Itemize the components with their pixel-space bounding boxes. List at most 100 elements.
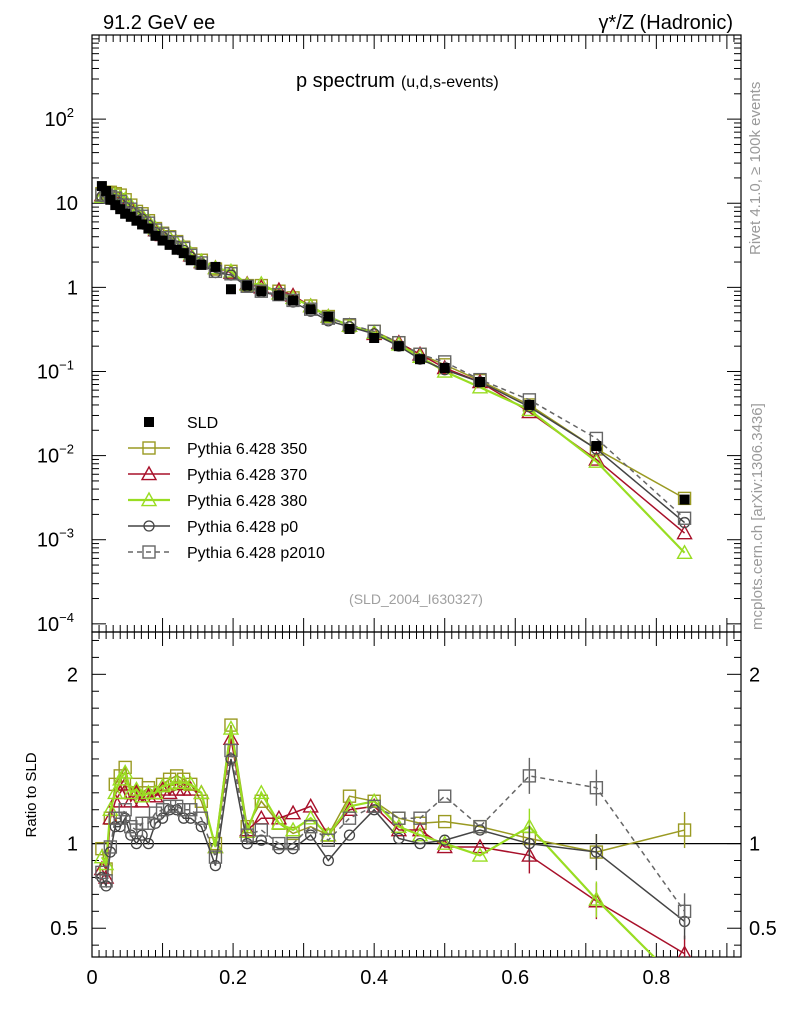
y-tick-label: 10−3 [37, 526, 74, 552]
y-tick-label: 10−2 [37, 442, 74, 468]
ratio-point-1 [436, 838, 453, 854]
sld-data-point [256, 286, 267, 297]
ratio-point-2 [182, 775, 199, 791]
sld-data-point [120, 208, 131, 219]
ratio-point-1 [133, 792, 151, 808]
sld-data-point [210, 261, 221, 272]
ratio-point-3 [178, 812, 190, 824]
ratio-point-4 [169, 799, 184, 814]
ratio-point-4 [392, 811, 406, 825]
sld-data-point [288, 295, 299, 306]
sld-data-point [131, 215, 142, 226]
sld-data-point [157, 235, 168, 246]
ratio-point-4 [141, 816, 156, 830]
ratio-point-3 [414, 837, 426, 850]
ratio-point-1 [107, 792, 124, 808]
ratio-y-tick-label-right: 1 [749, 834, 760, 856]
legend-label-0: SLD [187, 415, 218, 432]
sld-data-point [474, 376, 485, 387]
ratio-point-2 [122, 784, 139, 800]
sld-data-point [393, 341, 404, 352]
sld-data-point [150, 230, 161, 241]
ratio-point-2 [128, 780, 145, 796]
ratio-point-4 [438, 789, 452, 803]
main-panel-frame [91, 34, 742, 633]
sld-data-point [305, 304, 316, 315]
chart-subtitle: (u,d,s-events) [401, 74, 499, 91]
main-series-layer [93, 181, 693, 560]
ratio-point-4 [240, 828, 254, 842]
series-point-4 [254, 284, 269, 298]
sld-data-point [369, 333, 380, 344]
ratio-point-2 [154, 777, 171, 793]
sld-data-point [591, 441, 602, 452]
legend-marker-0 [144, 417, 154, 427]
y-tick-label-base: 10 [37, 361, 59, 383]
series-point-2 [676, 544, 693, 560]
legend-marker-5 [142, 545, 156, 559]
ratio-point-4 [194, 811, 209, 825]
legend-label-1: Pythia 6.428 350 [187, 441, 307, 458]
y-tick-label-base: 10 [37, 446, 59, 468]
ratio-point-2 [193, 784, 210, 800]
ratio-point-0 [677, 823, 692, 837]
sld-data-point [137, 219, 148, 230]
rivet-version-label: Rivet 4.1.0, ≥ 100k events [747, 82, 764, 255]
sld-data-point [171, 244, 182, 255]
series-line-4 [101, 194, 686, 519]
ratio-point-1 [284, 804, 302, 820]
ratio-point-4 [155, 803, 170, 817]
ratio-y-tick-label-right: 0.5 [749, 918, 777, 940]
ratio-point-2 [270, 814, 288, 830]
ratio-point-3 [523, 837, 536, 850]
sld-data-point [101, 185, 112, 196]
chart-title: p spectrum (u,d,s-events) [296, 70, 499, 92]
x-tick-label: 0.2 [219, 967, 247, 989]
ratio-point-2 [390, 818, 408, 833]
header-process-label: γ*/Z (Hadronic) [599, 12, 733, 34]
ratio-point-4 [522, 769, 537, 783]
sld-data-point [273, 290, 284, 301]
sld-data-point [524, 399, 535, 410]
ratio-point-3 [171, 804, 183, 816]
ratio-point-1 [677, 945, 692, 957]
ratio-point-3 [130, 837, 143, 850]
ratio-point-3 [393, 832, 405, 845]
ratio-line-2 [100, 728, 656, 957]
sld-data-point [105, 194, 116, 205]
ratio-point-2 [116, 764, 134, 779]
ratio-point-4 [413, 811, 427, 825]
ratio-axes: 0.5 0.5 1 1 2 2 0 0.2 0.4 0.6 0.8 [50, 632, 777, 989]
ratio-line-3 [101, 758, 686, 923]
ratio-point-0 [438, 814, 452, 829]
y-tick-label-base: 10 [37, 530, 59, 552]
ratio-point-3 [163, 804, 176, 816]
sld-data-point [185, 255, 196, 266]
ratio-point-2 [302, 809, 319, 825]
chart-title-main: p spectrum [296, 70, 395, 92]
ratio-point-4 [321, 833, 336, 847]
y-tick-label-base: 10 [45, 109, 67, 131]
ratio-point-4 [99, 874, 113, 888]
ratio-point-4 [589, 781, 604, 795]
ratio-point-3 [590, 846, 603, 858]
ratio-point-4 [184, 803, 198, 817]
ratio-point-4 [473, 819, 487, 834]
ratio-y-tick-label: 1 [67, 834, 78, 856]
ratio-point-2 [253, 784, 270, 800]
y-tick-label: 102 [45, 105, 74, 131]
ratio-point-3 [241, 837, 253, 850]
ratio-point-4 [303, 819, 318, 834]
sld-data-point [344, 323, 355, 334]
ratio-point-0 [208, 836, 223, 851]
y-tick-label-base: 10 [37, 614, 59, 636]
ratio-point-3 [368, 804, 380, 816]
ratio-point-2 [107, 784, 124, 800]
ratio-y-tick-label-right: 2 [749, 664, 760, 686]
legend-marker-1 [142, 441, 156, 455]
sld-data-point [415, 354, 426, 365]
y-tick-label-exponent: 2 [67, 105, 74, 120]
ratio-point-3 [305, 829, 317, 841]
series-point-1 [676, 524, 693, 540]
ratio-point-4 [272, 836, 286, 851]
